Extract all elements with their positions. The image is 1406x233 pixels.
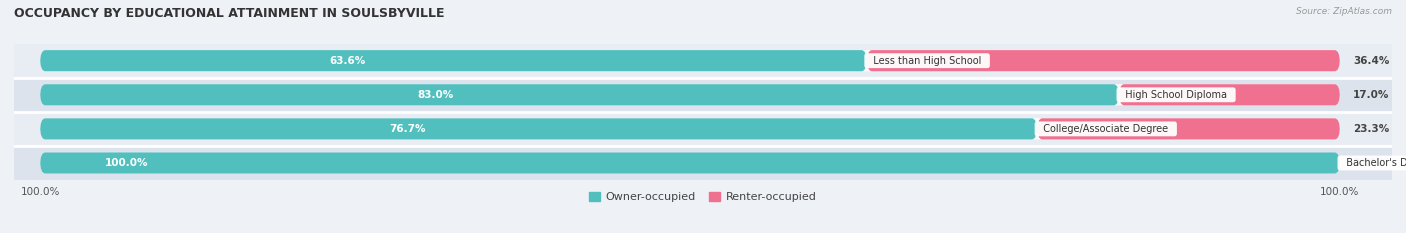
Text: 17.0%: 17.0% bbox=[1353, 90, 1389, 100]
Bar bbox=[14, 44, 1392, 78]
Text: College/Associate Degree: College/Associate Degree bbox=[1038, 124, 1174, 134]
Text: High School Diploma: High School Diploma bbox=[1119, 90, 1233, 100]
Text: 23.3%: 23.3% bbox=[1353, 124, 1389, 134]
Bar bbox=[14, 112, 1392, 146]
Bar bbox=[14, 78, 1392, 112]
Bar bbox=[14, 146, 1392, 180]
Text: Less than High School: Less than High School bbox=[866, 56, 987, 66]
Text: 83.0%: 83.0% bbox=[418, 90, 454, 100]
FancyBboxPatch shape bbox=[39, 84, 1119, 105]
Text: OCCUPANCY BY EDUCATIONAL ATTAINMENT IN SOULSBYVILLE: OCCUPANCY BY EDUCATIONAL ATTAINMENT IN S… bbox=[14, 7, 444, 20]
Text: 63.6%: 63.6% bbox=[329, 56, 366, 66]
FancyBboxPatch shape bbox=[39, 118, 1340, 140]
FancyBboxPatch shape bbox=[39, 152, 1340, 174]
Text: 100.0%: 100.0% bbox=[105, 158, 149, 168]
Text: 76.7%: 76.7% bbox=[389, 124, 426, 134]
Legend: Owner-occupied, Renter-occupied: Owner-occupied, Renter-occupied bbox=[585, 188, 821, 207]
Text: 36.4%: 36.4% bbox=[1353, 56, 1389, 66]
FancyBboxPatch shape bbox=[39, 84, 1340, 105]
FancyBboxPatch shape bbox=[866, 50, 1340, 71]
Text: Bachelor's Degree or higher: Bachelor's Degree or higher bbox=[1340, 158, 1406, 168]
FancyBboxPatch shape bbox=[39, 50, 1340, 71]
Text: 0.0%: 0.0% bbox=[1353, 158, 1382, 168]
FancyBboxPatch shape bbox=[39, 118, 1038, 140]
FancyBboxPatch shape bbox=[1038, 118, 1340, 140]
FancyBboxPatch shape bbox=[1119, 84, 1340, 105]
Text: Source: ZipAtlas.com: Source: ZipAtlas.com bbox=[1296, 7, 1392, 16]
FancyBboxPatch shape bbox=[39, 152, 1340, 174]
FancyBboxPatch shape bbox=[39, 50, 866, 71]
